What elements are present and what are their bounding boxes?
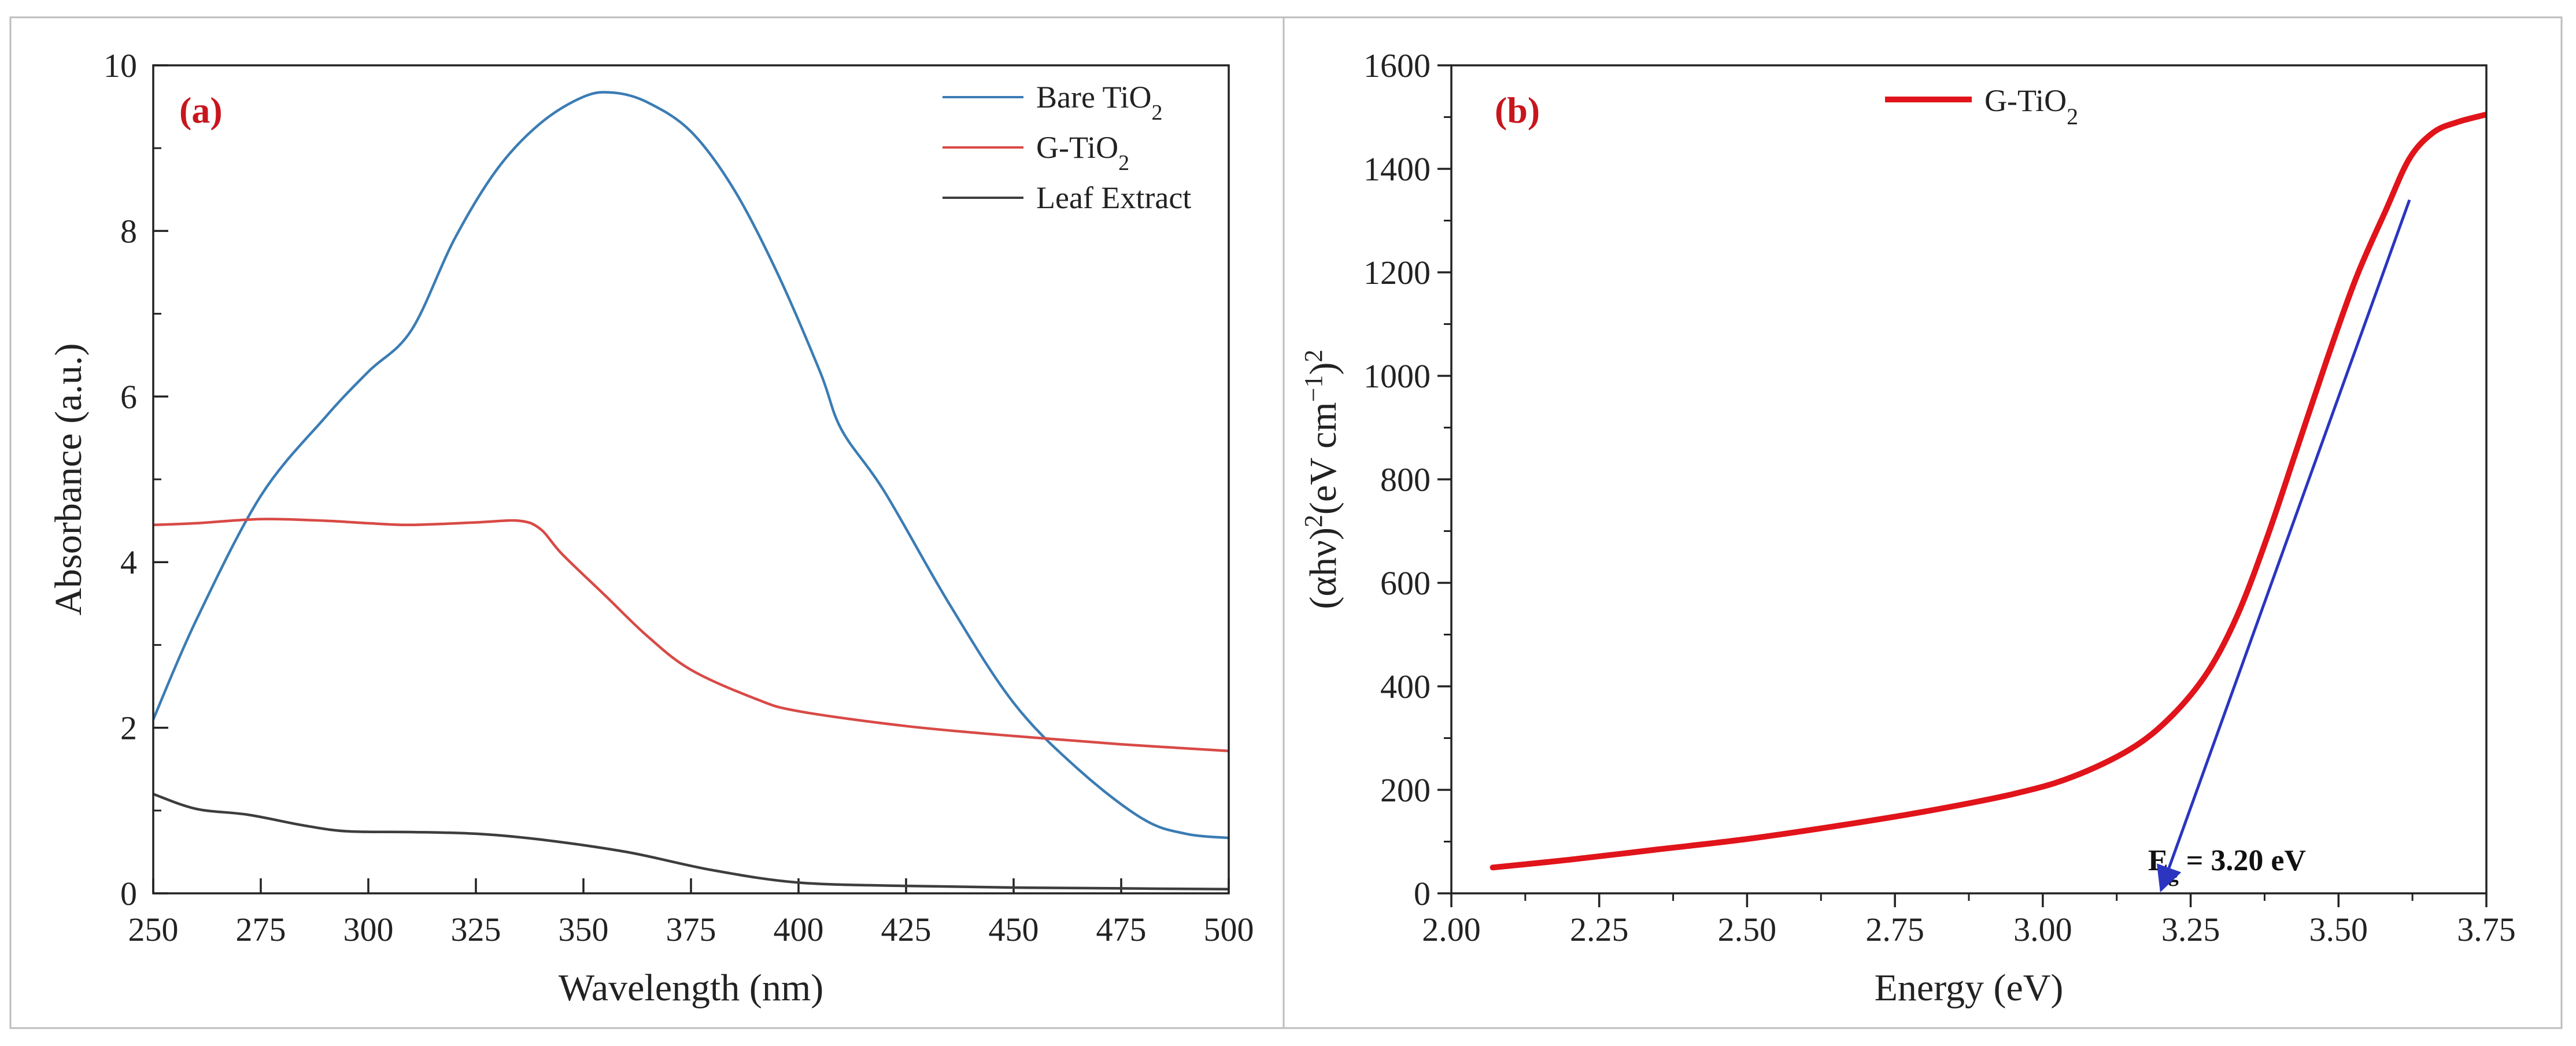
legend-entry-leaf-extract: Leaf Extract [943,180,1191,215]
panel-a-ylabel: Absorbance (a.u.) [47,343,90,616]
panel-a-label: (a) [179,90,223,131]
panel-b-ytick-label: 800 [1380,461,1431,498]
legend-label-g-tio2: G-TiO2 [1036,130,1129,175]
panel-b-xtick-label: 3.75 [2457,911,2516,948]
panel-b-xtick-label: 3.50 [2309,911,2368,948]
panel-a-ytick-label: 6 [120,378,137,416]
panel-b-xtick-label: 3.25 [2161,911,2220,948]
legend-entry-bare-tio2: Bare TiO2 [943,80,1163,125]
panel-a-xtick-label: 325 [451,911,501,948]
panel-b-plot-frame [1450,64,2488,895]
panel-a-xtick-label: 275 [236,911,286,948]
legend-label-leaf-extract: Leaf Extract [1036,180,1191,215]
series-line-g-tio2 [153,518,1229,752]
panel-b-xlabel: Energy (eV) [1875,967,2064,1009]
panel-b-xtick-label: 2.75 [1865,911,1924,948]
panel-b-ytick-label: 400 [1380,668,1431,705]
panel-b-ytick-label: 1400 [1363,150,1431,188]
panel-b-xtick-label: 2.25 [1570,911,1629,948]
series-line-bare-tio2 [153,91,1229,840]
panel-a-xtick-label: 450 [989,911,1039,948]
panel-a-xtick-label: 250 [128,911,179,948]
panel-a-ytick-label: 8 [120,212,137,250]
legend-entry-g-tio2: G-TiO2 [943,130,1129,175]
panel-a-xlabel: Wavelength (nm) [559,967,823,1009]
panel-b-ytick-label: 1200 [1363,254,1431,291]
series-line-leaf-extract [153,793,1229,891]
panel-b-chart: 0 200 400 600 800 1000 1200 1400 1600 2.00 2.25 2.… [1299,47,2516,1009]
panel-a-xtick-label: 425 [881,911,932,948]
panel-a-xtick-label: 375 [666,911,716,948]
panel-b-ytick-label: 200 [1380,771,1431,809]
band-gap-tangent-arrow [2156,199,2411,893]
panel-b-ylabel: (αhν)2(eV cm−1)2 [1299,349,1345,609]
panel-a-legend: Bare TiO2 G-TiO2 Leaf Extract [943,80,1191,215]
panel-b-xtick-label: 2.00 [1422,911,1481,948]
panel-a-xtick-label: 300 [343,911,394,948]
panel-a-plot-frame [152,64,1230,895]
panel-a-ytick-label: 2 [120,709,137,747]
panel-b-xtick-label: 2.50 [1718,911,1777,948]
panel-a-ytick-label: 0 [120,875,137,912]
figure-frame-right [1283,16,2563,1029]
panel-b-ytick-label: 1600 [1363,47,1431,84]
panel-b-ytick-label: 600 [1380,564,1431,602]
panel-a-ytick-label: 10 [104,47,137,84]
panel-b-label: (b) [1495,90,1540,131]
panel-a-chart: 0 2 4 6 8 10 250 275 300 325 350 375 400 425 450 475 50… [47,47,1254,1009]
panel-a-xtick-label: 500 [1204,911,1254,948]
panel-a-xtick-label: 475 [1096,911,1147,948]
panel-b-ytick-label: 0 [1414,875,1431,912]
band-gap-annotation: Eg = 3.20 eV [2148,844,2306,886]
legend-label-bare-tio2: Bare TiO2 [1036,80,1163,125]
panel-a-ytick-label: 4 [120,544,137,581]
panel-b-ytick-label: 1000 [1363,357,1431,395]
series-line-g-tio2-b [1490,112,2486,871]
panel-b-xtick-label: 3.00 [2013,911,2072,948]
panel-a-xtick-label: 350 [559,911,609,948]
panel-b-legend: G-TiO2 [1885,83,2078,130]
panel-a-xtick-label: 400 [774,911,824,948]
legend-label-g-tio2-b: G-TiO2 [1984,83,2078,130]
